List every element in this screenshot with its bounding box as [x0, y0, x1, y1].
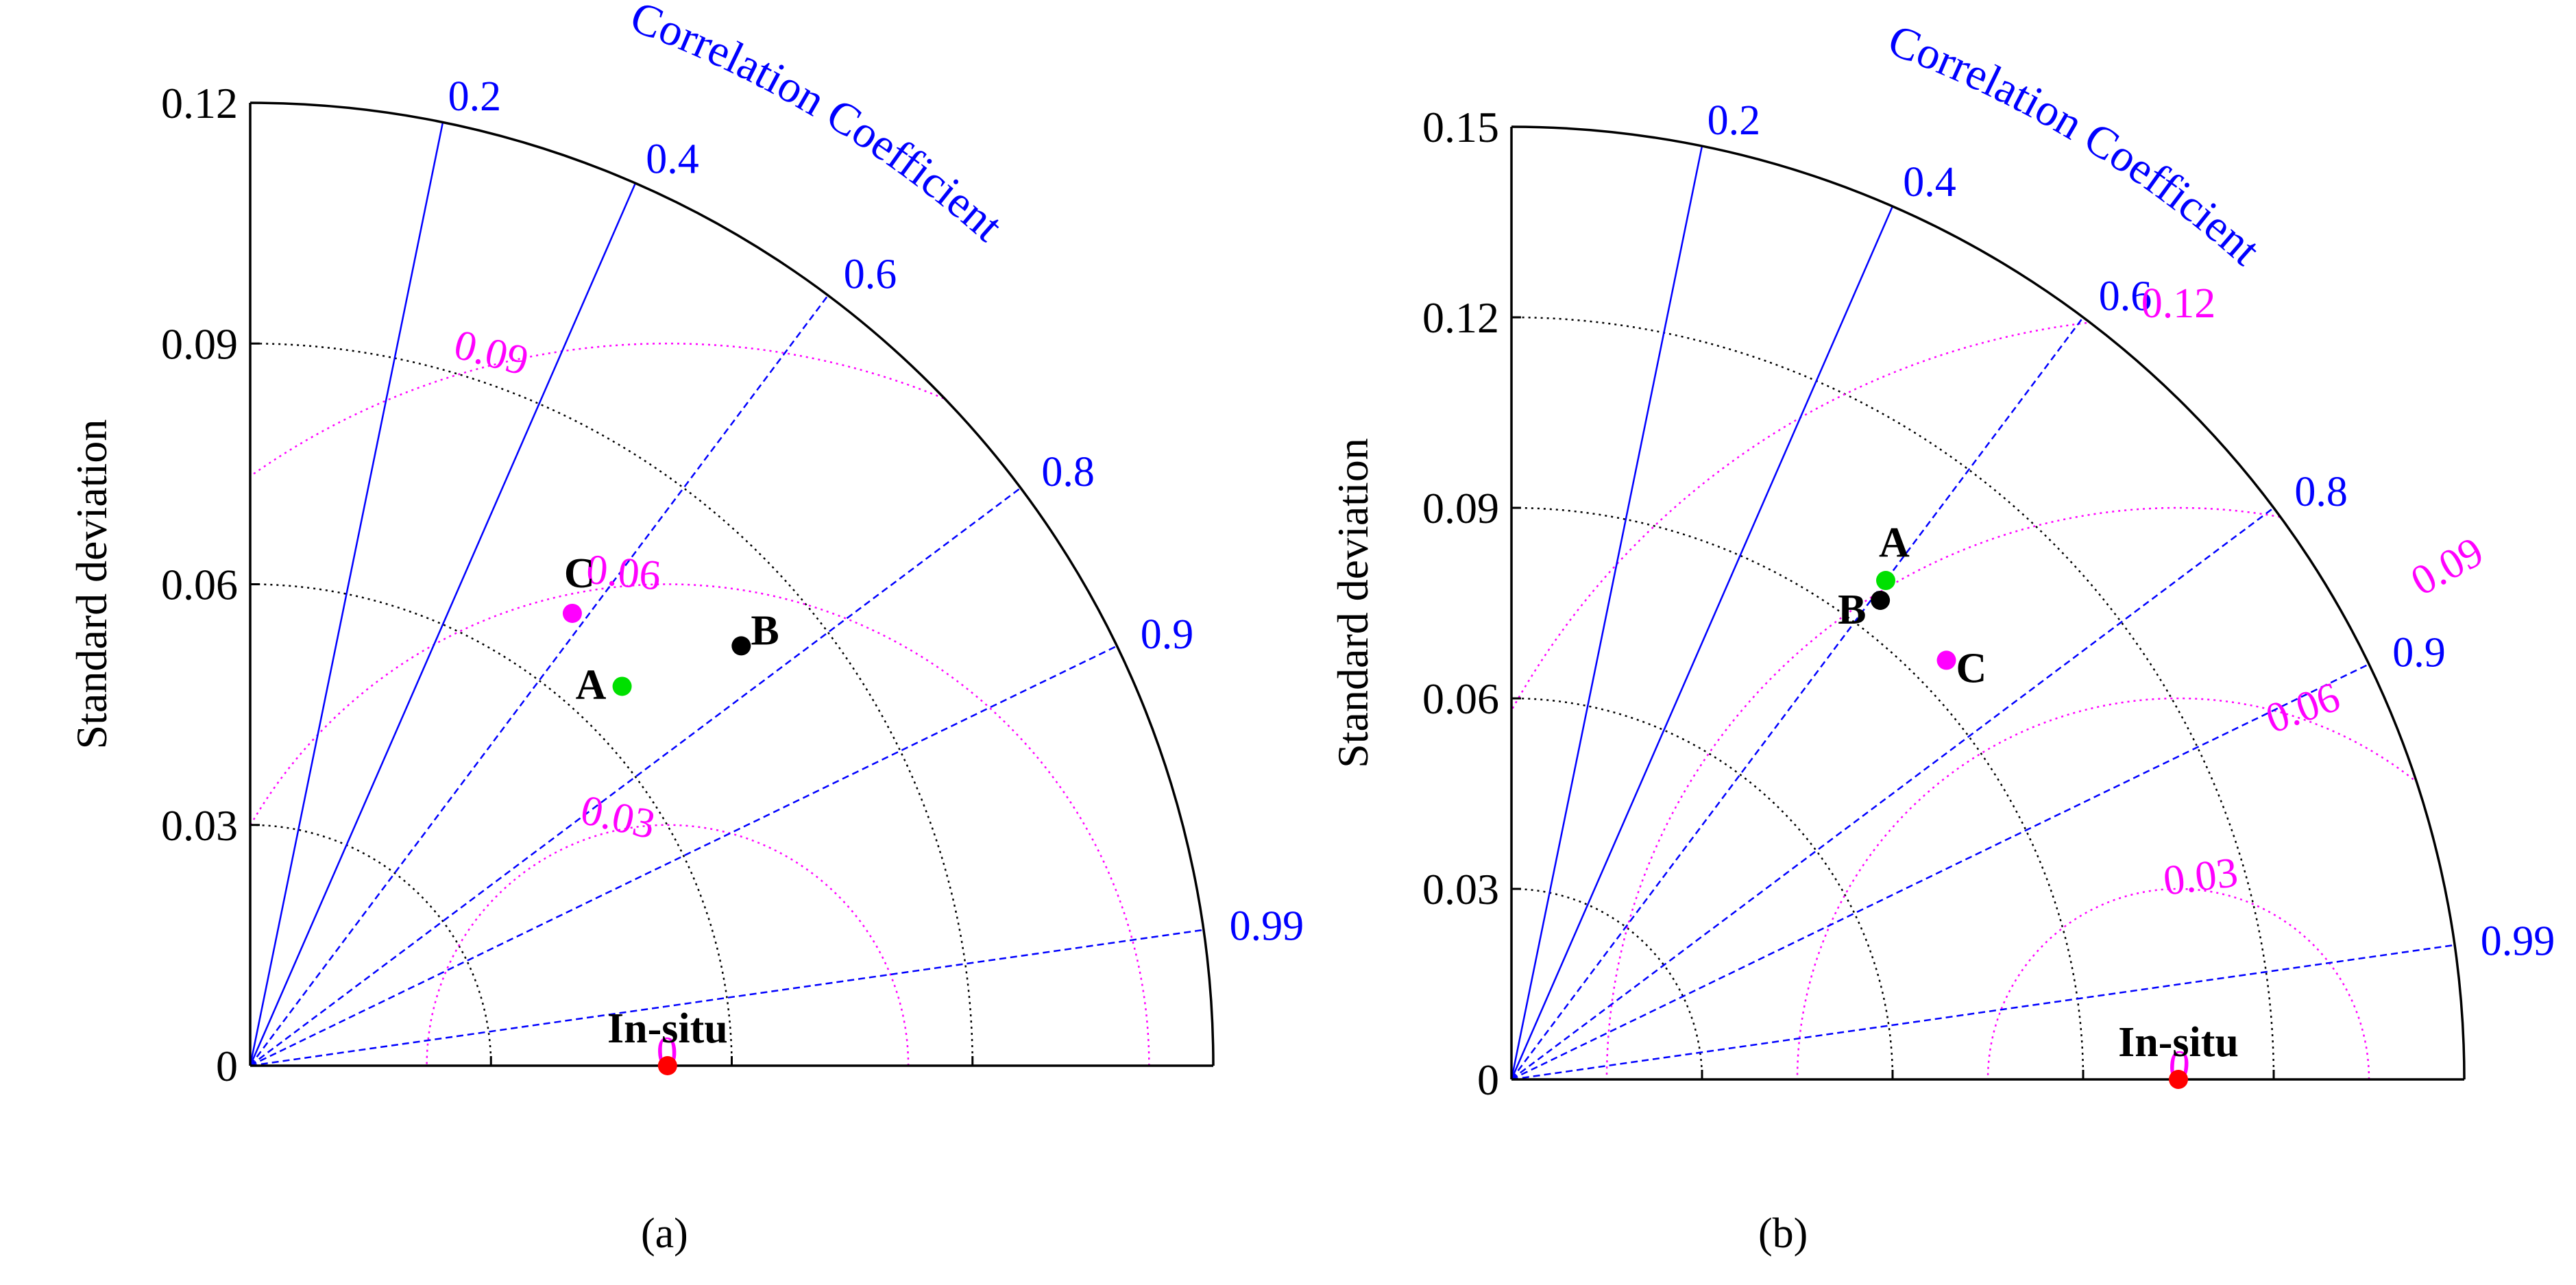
point-label-a: A [576, 661, 607, 708]
outer-arc [1511, 125, 2466, 1080]
rms-arcs [0, 343, 1390, 1066]
corr-ray [1510, 145, 1703, 1080]
y-tick-label: 0.06 [1422, 674, 1499, 723]
corr-ray [1511, 317, 2084, 1080]
taylor-diagram-b: 0.2 0.4 0.6 0.8 0.9 0.99 0 0.03 0.06 0.09 0.12 0.15… [1328, 15, 2555, 1104]
corr-axis-title-path: Correlation Coefficient [1882, 15, 2270, 275]
corr-tick-label: 0.8 [1041, 449, 1095, 495]
point-label-b: B [751, 607, 779, 654]
corr-axis-title-path: Correlation Coefficient [624, 0, 1012, 251]
y-axis-title: Standard deviation [67, 419, 116, 750]
y-tick-label: 0.09 [1422, 484, 1499, 533]
corr-ray [250, 487, 1021, 1066]
corr-tick-label: 0.8 [2294, 469, 2348, 515]
outer-arc [250, 101, 1215, 1066]
std-grid-arc [250, 343, 973, 1066]
y-tick-label: 0.12 [1422, 293, 1499, 342]
reference-label: In-situ [607, 1005, 728, 1052]
std-grid-arc [250, 583, 733, 1066]
y-tick-label: 0.09 [161, 319, 238, 368]
corr-ray [1510, 206, 1894, 1080]
panel-caption-b: (b) [1758, 1210, 1808, 1257]
std-grid-arc [1511, 506, 2085, 1080]
rms-arcs [1511, 316, 2464, 1079]
corr-tick-label: 0.9 [2392, 630, 2446, 676]
corr-tick-label: 0.2 [448, 73, 502, 120]
panel-caption-a: (a) [641, 1210, 688, 1257]
corr-ray [1511, 663, 2370, 1081]
std-grid-arc [1511, 888, 1703, 1080]
corr-axis-title: Correlation Coefficient [1882, 15, 2270, 275]
point-label-c: C [564, 550, 595, 597]
rms-arc [1986, 888, 2370, 1079]
point-label-c: C [1956, 645, 1987, 692]
reference-point [657, 1056, 677, 1075]
corr-ray [249, 122, 444, 1066]
y-tick-label: 0.06 [161, 561, 238, 609]
corr-axis-title: Correlation Coefficient [624, 0, 1012, 251]
corr-ray [249, 182, 637, 1066]
corr-label-path [628, 29, 1274, 652]
y-tick-label: 0.12 [161, 79, 238, 127]
corr-tick-label: 0.4 [646, 136, 699, 182]
corr-tick-label: 0.99 [2481, 918, 2555, 965]
reference-label: In-situ [2118, 1019, 2239, 1066]
corr-tick-label: 0.6 [844, 252, 897, 298]
corr-ray [1511, 507, 2274, 1080]
rms-tick-label: 0.06 [584, 546, 662, 600]
taylor-diagram-a: 0.2 0.4 0.6 0.8 0.9 0.99 0 0.03 0.06 0.09 0.12 Stan… [0, 0, 1390, 1090]
corr-ray [1511, 944, 2455, 1081]
rms-tick-label: 0.06 [2260, 674, 2346, 743]
point-a [612, 676, 632, 696]
corr-ray [250, 645, 1118, 1067]
corr-tick-label: 0.2 [1708, 97, 1761, 144]
std-grid-arc [1511, 316, 2275, 1080]
y-tick-label: 0.03 [1422, 865, 1499, 914]
rms-arc [0, 343, 1390, 1066]
y-tick-label: 0.15 [1422, 103, 1499, 151]
corr-tick-label: 0.9 [1141, 611, 1194, 658]
corr-tick-label: 0.4 [1903, 159, 1956, 206]
point-a [1875, 571, 1895, 591]
rms-arc [1511, 316, 2464, 1079]
corr-tick-label: 0.99 [1230, 903, 1304, 949]
rms-tick-label: 0.03 [2161, 849, 2240, 905]
point-c [562, 603, 582, 623]
y-tick-label: 0 [1477, 1055, 1499, 1104]
point-label-b: B [1838, 587, 1866, 633]
y-axis-title: Standard deviation [1328, 438, 1377, 768]
reference-point [2169, 1070, 2188, 1089]
rms-tick-label: 0.12 [2141, 280, 2216, 327]
corr-ray [250, 929, 1204, 1067]
point-c [1936, 650, 1956, 670]
y-tick-label: 0.03 [161, 801, 238, 850]
point-b [1871, 590, 1891, 610]
point-b [731, 636, 751, 656]
y-tick-label: 0 [216, 1042, 238, 1090]
corr-ray [250, 295, 829, 1066]
point-label-a: A [1879, 519, 1910, 566]
rms-arc [1796, 697, 2464, 1079]
std-grid-arc [250, 824, 492, 1066]
std-grid-arc [1511, 697, 1894, 1080]
corr-tick-label: 0.6 [2099, 273, 2152, 320]
rms-tick-label: 0.09 [2403, 528, 2491, 605]
